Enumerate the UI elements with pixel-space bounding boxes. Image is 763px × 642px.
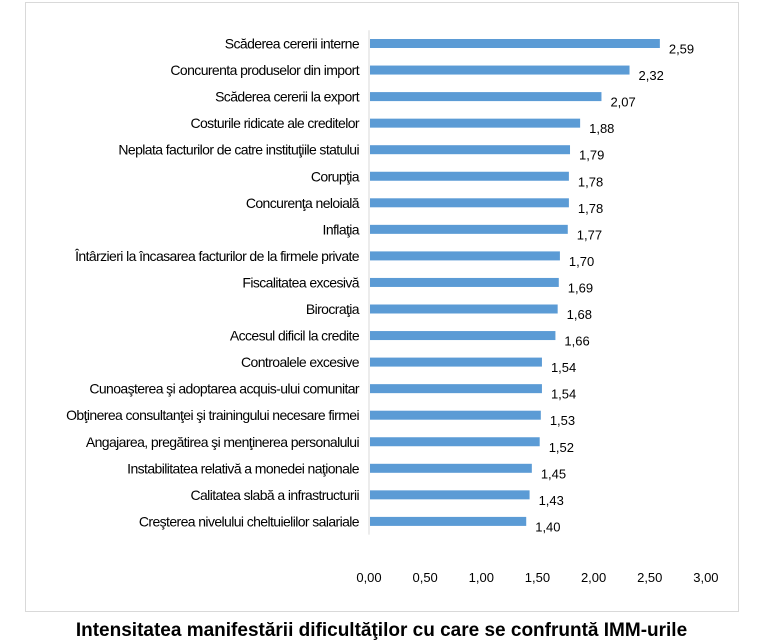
- bar: [370, 198, 569, 208]
- category-label: Concurenţa neloială: [246, 195, 360, 211]
- value-label: 1,69: [568, 280, 593, 295]
- value-label: 1,54: [551, 360, 576, 375]
- bar: [370, 145, 571, 155]
- value-label: 1,77: [577, 227, 602, 242]
- category-label: Corupţia: [311, 168, 360, 184]
- category-label: Creşterea nivelului cheltuielilor salari…: [139, 513, 360, 529]
- category-label: Angajarea, pregătirea şi menţinerea pers…: [86, 434, 360, 450]
- x-tick-label: 2,50: [637, 570, 662, 585]
- bar: [370, 304, 558, 314]
- category-label: Scăderea cererii la export: [215, 89, 360, 105]
- category-label: Concurenta produselor din import: [170, 62, 359, 78]
- value-label: 1,88: [589, 121, 614, 136]
- value-labels: 2,59 2,32 2,07 1,88 1,79 1,78 1,78 1,77 1,70 1,69…: [535, 42, 694, 535]
- bar: [370, 65, 630, 75]
- category-label: Inflaţia: [323, 221, 360, 237]
- category-labels: Scăderea cererii interne Concurenta produ…: [66, 36, 360, 530]
- value-label: 1,68: [567, 307, 592, 322]
- category-label: Neplata facturilor de catre instituţiile…: [118, 142, 359, 158]
- bar: [370, 331, 556, 341]
- bars: [370, 39, 660, 526]
- category-label: Controalele excesive: [241, 354, 360, 370]
- bar: [370, 39, 660, 48]
- value-label: 1,52: [549, 440, 574, 455]
- x-tick-label: 2,00: [581, 570, 606, 585]
- bar: [370, 463, 532, 473]
- bar: [370, 384, 542, 394]
- category-label: Fiscalitatea excesivă: [242, 274, 359, 290]
- value-label: 2,59: [669, 42, 694, 57]
- value-label: 1,43: [539, 493, 564, 508]
- value-label: 1,78: [578, 201, 603, 216]
- bar: [370, 516, 527, 526]
- bar: [370, 251, 560, 261]
- value-label: 1,45: [541, 466, 566, 481]
- x-tick-label: 1,00: [469, 570, 494, 585]
- category-label: Calitatea slabă a infrastructurii: [190, 487, 359, 503]
- bar: [370, 92, 602, 102]
- bar: [370, 224, 568, 234]
- value-label: 1,40: [535, 519, 560, 534]
- value-label: 1,66: [564, 334, 589, 349]
- x-tick-label: 0,00: [356, 570, 381, 585]
- category-label: Instabilitatea relativă a monedei naţion…: [127, 460, 360, 476]
- value-label: 1,70: [569, 254, 594, 269]
- bar: [370, 490, 530, 500]
- bar-chart: Scăderea cererii interne Concurenta produ…: [66, 30, 719, 585]
- category-label: Obţinerea consultanţei şi trainingului n…: [66, 407, 359, 423]
- category-label: Cunoaşterea şi adoptarea acquis-ului com…: [89, 381, 360, 397]
- category-label: Scăderea cererii interne: [225, 36, 360, 52]
- figure-caption: Intensitatea manifestării dificultăţilor…: [75, 620, 688, 641]
- bar: [370, 410, 541, 420]
- x-tick-label: 0,50: [412, 570, 437, 585]
- category-label: Accesul dificil la credite: [230, 328, 360, 344]
- bar: [370, 357, 542, 367]
- x-tick-labels: 0,00 0,50 1,00 1,50 2,00 2,50 3,00: [356, 570, 718, 585]
- bar: [370, 171, 569, 181]
- x-tick-label: 1,50: [525, 570, 550, 585]
- bar: [370, 437, 540, 447]
- value-label: 2,07: [610, 95, 635, 110]
- value-label: 2,32: [639, 68, 664, 83]
- bar: [370, 118, 581, 128]
- x-tick-label: 3,00: [693, 570, 718, 585]
- value-label: 1,78: [578, 174, 603, 189]
- category-label: Birocraţia: [306, 301, 360, 317]
- category-label: Costurile ridicate ale creditelor: [190, 115, 359, 131]
- value-label: 1,54: [551, 387, 576, 402]
- value-label: 1,53: [550, 413, 575, 428]
- value-label: 1,79: [579, 148, 604, 163]
- category-label: Întârzieri la încasarea facturilor de la…: [74, 248, 360, 264]
- bar: [370, 277, 559, 287]
